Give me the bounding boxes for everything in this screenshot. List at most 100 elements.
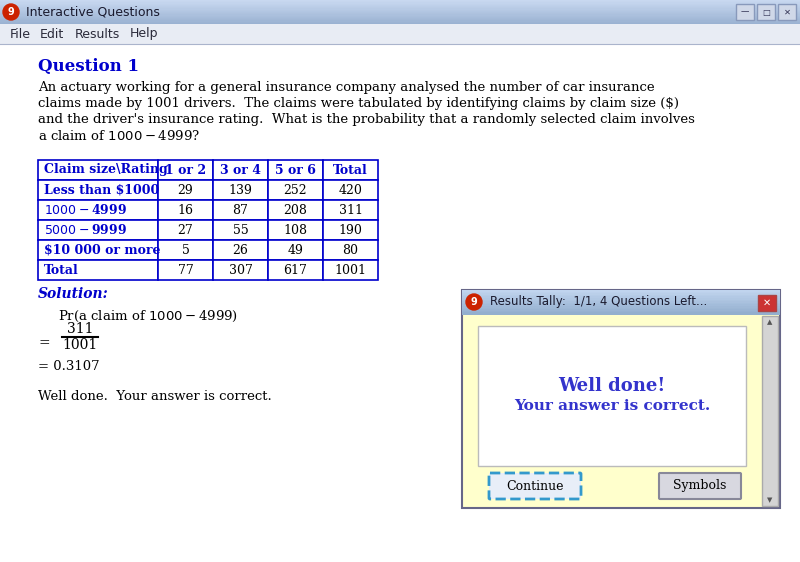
Bar: [462, 311, 780, 313]
Bar: [213, 240, 268, 260]
Text: $1000-$4999: $1000-$4999: [44, 203, 127, 217]
Bar: [0, 8, 800, 10]
Text: Total: Total: [44, 264, 78, 277]
Bar: [462, 301, 780, 303]
Text: 55: 55: [233, 224, 248, 237]
Text: 420: 420: [338, 184, 362, 197]
Bar: [38, 160, 158, 180]
Text: 5: 5: [182, 243, 190, 256]
Bar: [38, 240, 158, 260]
Text: claims made by 1001 drivers.  The claims were tabulated by identifying claims by: claims made by 1001 drivers. The claims …: [38, 97, 679, 111]
Bar: [323, 160, 378, 180]
Text: 311: 311: [66, 322, 94, 336]
Text: File: File: [10, 28, 31, 40]
Bar: [0, 16, 800, 17]
Bar: [38, 200, 158, 220]
Text: Interactive Questions: Interactive Questions: [26, 6, 160, 19]
Text: a claim of $1000-$4999?: a claim of $1000-$4999?: [38, 129, 200, 143]
Bar: [158, 220, 213, 240]
Bar: [0, 1, 800, 2]
Text: 16: 16: [178, 203, 194, 216]
Bar: [268, 260, 323, 280]
Text: 190: 190: [338, 224, 362, 237]
Bar: [158, 180, 213, 200]
Text: 77: 77: [178, 264, 194, 277]
Bar: [268, 160, 323, 180]
Bar: [0, 21, 800, 23]
Bar: [268, 220, 323, 240]
Bar: [38, 180, 158, 200]
Text: 311: 311: [338, 203, 362, 216]
Bar: [462, 298, 780, 300]
Text: Pr(a claim of $1000-$4999): Pr(a claim of $1000-$4999): [58, 309, 238, 324]
Bar: [38, 220, 158, 240]
Text: Edit: Edit: [40, 28, 64, 40]
Bar: [462, 309, 780, 311]
Text: 87: 87: [233, 203, 249, 216]
Bar: [0, 23, 800, 24]
Bar: [0, 10, 800, 11]
Text: 80: 80: [342, 243, 358, 256]
Text: Results: Results: [75, 28, 120, 40]
Bar: [0, 18, 800, 19]
Bar: [0, 6, 800, 7]
Bar: [757, 4, 775, 20]
Circle shape: [3, 4, 19, 20]
Text: Symbols: Symbols: [674, 479, 726, 492]
Bar: [462, 303, 780, 305]
Bar: [38, 260, 158, 280]
Text: Solution:: Solution:: [38, 287, 109, 301]
Text: Less than $1000: Less than $1000: [44, 184, 159, 197]
Bar: [0, 2, 800, 3]
Bar: [0, 12, 800, 13]
Bar: [323, 220, 378, 240]
Text: $10 000 or more: $10 000 or more: [44, 243, 161, 256]
Text: 26: 26: [233, 243, 249, 256]
Bar: [0, 5, 800, 6]
Text: ▲: ▲: [767, 319, 773, 325]
Text: Question 1: Question 1: [38, 57, 139, 75]
Bar: [323, 260, 378, 280]
Bar: [462, 305, 780, 306]
Bar: [462, 296, 780, 298]
Bar: [158, 160, 213, 180]
Text: Claim size\Rating: Claim size\Rating: [44, 164, 168, 176]
Bar: [0, 19, 800, 20]
Text: ▼: ▼: [767, 497, 773, 503]
Text: Your answer is correct.: Your answer is correct.: [514, 399, 710, 413]
Text: 208: 208: [283, 203, 307, 216]
Text: 108: 108: [283, 224, 307, 237]
Text: 252: 252: [284, 184, 307, 197]
Bar: [0, 13, 800, 15]
Bar: [268, 240, 323, 260]
Text: 139: 139: [229, 184, 253, 197]
Text: and the driver's insurance rating.  What is the probability that a randomly sele: and the driver's insurance rating. What …: [38, 114, 695, 126]
Text: ✕: ✕: [783, 7, 790, 16]
Text: 27: 27: [178, 224, 194, 237]
Text: 1 or 2: 1 or 2: [165, 164, 206, 176]
Text: 29: 29: [178, 184, 194, 197]
Bar: [213, 180, 268, 200]
Bar: [462, 307, 780, 310]
Text: An actuary working for a general insurance company analysed the number of car in: An actuary working for a general insuran…: [38, 81, 654, 94]
Bar: [268, 180, 323, 200]
Bar: [0, 7, 800, 8]
Bar: [323, 200, 378, 220]
Bar: [462, 300, 780, 302]
Bar: [758, 295, 776, 311]
Text: □: □: [762, 7, 770, 16]
Bar: [213, 200, 268, 220]
Bar: [213, 160, 268, 180]
Text: Results Tally:  1/1, 4 Questions Left...: Results Tally: 1/1, 4 Questions Left...: [490, 296, 707, 309]
Bar: [0, 0, 800, 1]
Bar: [778, 4, 796, 20]
Text: $5000-$9999: $5000-$9999: [44, 223, 127, 237]
Bar: [462, 293, 780, 295]
Bar: [736, 4, 754, 20]
Bar: [158, 200, 213, 220]
Bar: [0, 20, 800, 21]
Bar: [323, 240, 378, 260]
FancyBboxPatch shape: [489, 473, 581, 499]
Bar: [0, 24, 800, 44]
Bar: [213, 260, 268, 280]
